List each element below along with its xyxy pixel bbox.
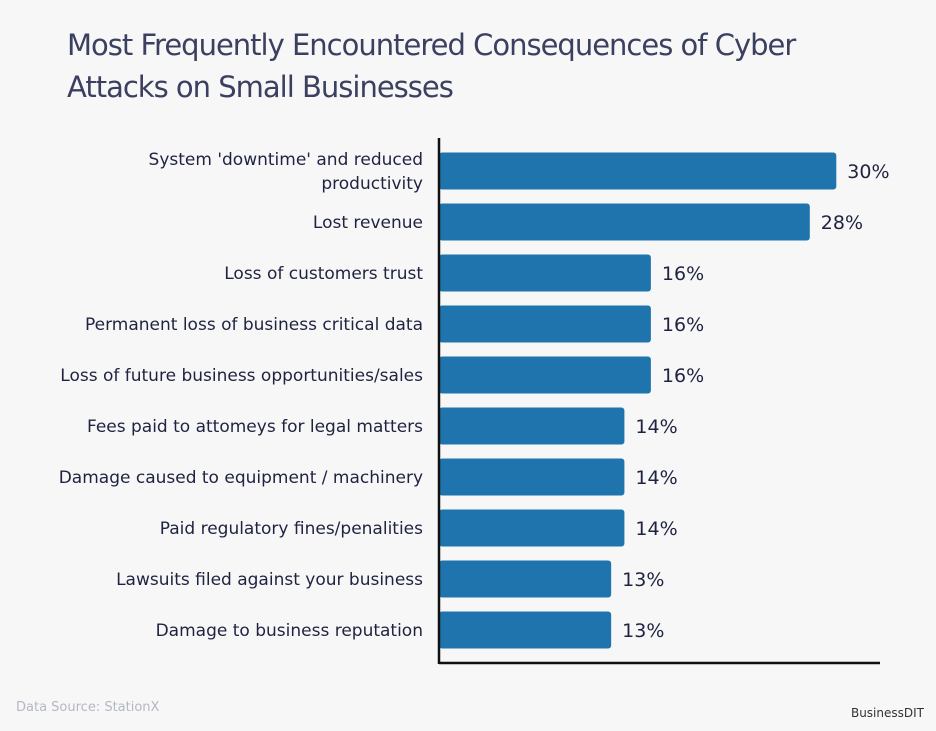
category-label: Lost revenue <box>313 213 423 233</box>
category-label: Fees paid to attomeys for legal matters <box>87 417 423 437</box>
bar <box>439 509 625 547</box>
bar <box>439 305 651 343</box>
brand-label: BusinessDIT <box>850 706 924 720</box>
data-label: 14% <box>635 518 677 540</box>
category-label: productivity <box>321 174 423 194</box>
bar <box>439 203 810 241</box>
data-source: Data Source: StationX <box>16 700 160 715</box>
bar <box>439 356 651 394</box>
data-label: 16% <box>662 365 704 387</box>
category-label: Paid regulatory fines/penalities <box>160 519 423 539</box>
data-label: 16% <box>662 263 704 285</box>
data-label: 16% <box>662 314 704 336</box>
data-label: 13% <box>622 569 664 591</box>
category-label: Lawsuits filed against your business <box>116 570 423 590</box>
category-label: Loss of future business opportunities/sa… <box>60 366 423 386</box>
category-label: Damage caused to equipment / machinery <box>59 468 423 488</box>
category-label: Damage to business reputation <box>156 621 423 641</box>
data-label: 14% <box>635 416 677 438</box>
bar <box>439 152 837 190</box>
data-label: 30% <box>847 161 889 183</box>
category-label: Loss of customers trust <box>224 264 423 284</box>
bar <box>439 458 625 496</box>
category-label: Permanent loss of business critical data <box>85 315 423 335</box>
chart-title: Most Frequently Encountered Consequences… <box>67 28 796 104</box>
bar <box>439 560 612 598</box>
data-label: 13% <box>622 620 664 642</box>
bar <box>439 611 612 649</box>
data-label: 28% <box>821 212 863 234</box>
data-label: 14% <box>635 467 677 489</box>
category-label: System 'downtime' and reduced <box>149 150 423 170</box>
bar <box>439 254 651 292</box>
bar <box>439 407 625 445</box>
